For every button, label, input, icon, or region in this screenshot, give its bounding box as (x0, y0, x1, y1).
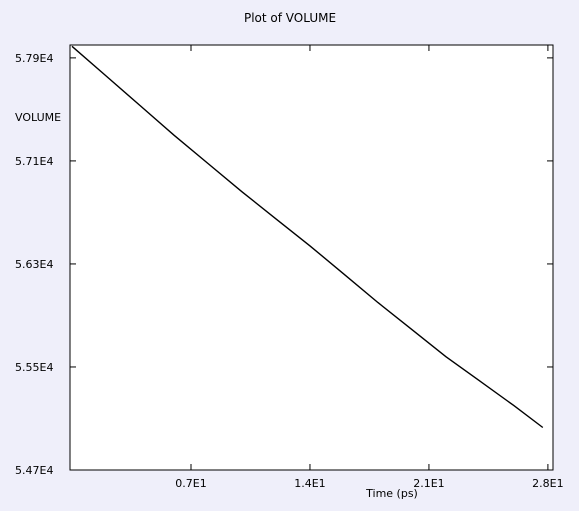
series-group (71, 45, 544, 429)
y-tick-label: 5.79E4 (15, 52, 53, 65)
x-tick-label: 2.8E1 (532, 477, 563, 490)
y-tick-label: 5.47E4 (15, 464, 53, 477)
y-tick-label: 5.55E4 (15, 361, 53, 374)
x-tick-label: 1.4E1 (294, 477, 325, 490)
chart-title: Plot of VOLUME (244, 11, 336, 25)
y-axis-label: VOLUME (15, 111, 61, 124)
x-tick-label: 2.1E1 (413, 477, 444, 490)
y-axis-ticks: 5.47E4 5.55E4 5.63E4 5.71E4 5.79E4 (15, 52, 553, 477)
x-axis-ticks: 0.7E1 1.4E1 2.1E1 2.8E1 (175, 45, 564, 490)
volume-series-line (71, 45, 544, 429)
x-tick-label: 0.7E1 (175, 477, 206, 490)
x-axis-label: Time (ps) (365, 487, 418, 500)
plot-area (69, 44, 554, 471)
y-tick-label: 5.71E4 (15, 155, 53, 168)
y-tick-label: 5.63E4 (15, 258, 53, 271)
